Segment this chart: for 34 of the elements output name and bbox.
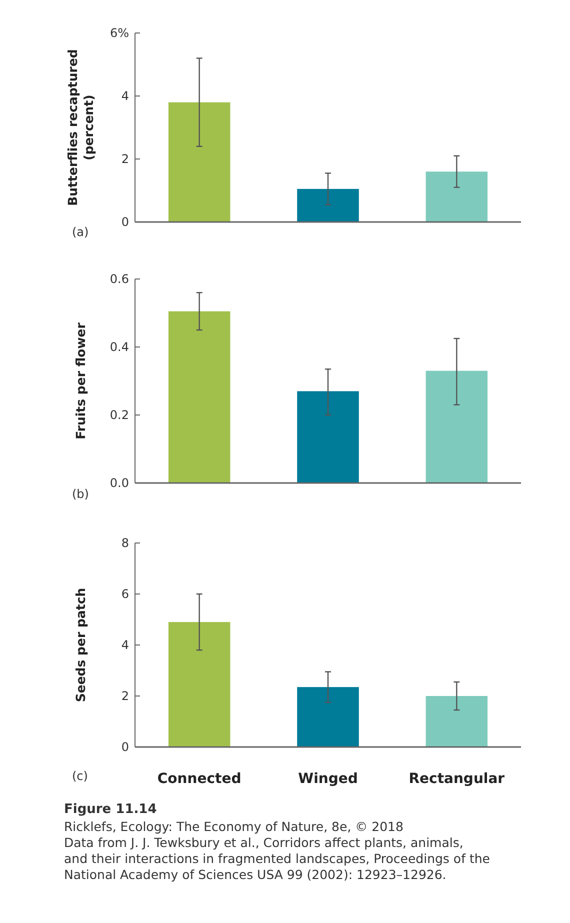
y-tick-label: 0.2	[110, 408, 129, 422]
y-tick-label: 6%	[110, 26, 129, 40]
bar	[297, 391, 359, 483]
text: (c)	[72, 769, 88, 783]
caption: Figure 11.14	[64, 802, 157, 817]
x-tick-label: Rectangular	[408, 771, 505, 787]
y-axis-title: Butterflies recaptured (percent)	[65, 49, 96, 206]
bar	[297, 188, 359, 222]
bar	[168, 311, 230, 483]
bar	[168, 102, 230, 222]
y-tick-label: 4	[121, 89, 129, 104]
x-tick-label: Connected	[157, 771, 242, 787]
y-tick-label: 0	[121, 215, 129, 230]
bar	[297, 687, 359, 747]
y-tick-label: 2	[121, 689, 129, 704]
y-tick-label: 2	[121, 152, 129, 166]
bar	[426, 172, 488, 222]
bar	[168, 622, 230, 747]
text: (a)	[72, 225, 89, 239]
y-tick-label: 4	[121, 638, 129, 652]
y-tick-label: 0	[121, 740, 129, 754]
y-tick-label: 8	[121, 536, 129, 550]
x-tick-label: Winged	[298, 771, 358, 787]
y-tick-label: 0.4	[110, 340, 129, 354]
y-axis-title: Fruits per flower	[73, 322, 88, 440]
bar	[426, 370, 488, 483]
text: Ricklefs, Ecology: The Economy of Nature, 8e, © 2018	[64, 819, 404, 834]
text: Data from J. J. Tewksbury et al., Corridors affect plants, animals, and their interactions in fragmented landscapes, Proceedings of the National Academy of Sciences USA 99 (2002): 12923–12926.	[64, 835, 490, 882]
y-axis-title: Seeds per patch	[73, 588, 88, 702]
bar	[426, 696, 488, 747]
y-tick-label: 6	[121, 587, 129, 602]
y-tick-label: 0.0	[110, 476, 129, 490]
y-tick-label: 0.6	[110, 272, 129, 286]
text: (b)	[72, 487, 89, 501]
